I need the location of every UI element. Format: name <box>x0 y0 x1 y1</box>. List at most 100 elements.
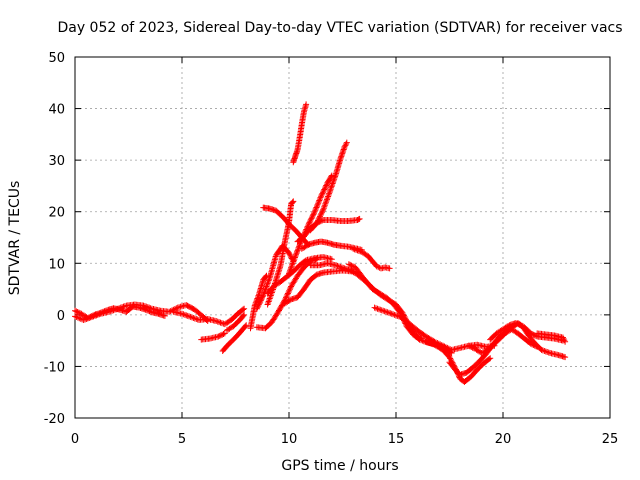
y-tick-label: 40 <box>48 103 65 118</box>
data-point <box>561 337 568 344</box>
data-point <box>275 308 282 315</box>
grid <box>75 57 610 418</box>
data-point <box>319 209 325 216</box>
data-point <box>284 291 291 298</box>
y-tick-label: -20 <box>44 412 65 427</box>
y-tick-label: -10 <box>44 360 65 375</box>
data-point <box>256 300 263 307</box>
data-point <box>86 315 93 321</box>
data-point <box>76 315 83 322</box>
data-point <box>348 262 355 269</box>
data-point <box>294 248 300 255</box>
data-point <box>386 265 393 272</box>
data-point <box>562 338 569 345</box>
data-point <box>257 299 264 305</box>
data-point <box>257 297 264 304</box>
data-point <box>343 141 350 147</box>
data-point <box>309 214 316 221</box>
series-track-fall-b <box>345 261 455 356</box>
data-point <box>315 217 322 224</box>
data-point <box>323 182 330 189</box>
plot-frame <box>74 56 611 419</box>
x-tick-label: 5 <box>178 432 186 447</box>
data-point <box>299 235 306 242</box>
data-point <box>283 294 289 301</box>
data-point <box>318 193 325 200</box>
data-point <box>322 185 328 192</box>
data-point <box>290 198 297 205</box>
data-point <box>446 354 453 361</box>
x-tick-label: 0 <box>71 432 79 447</box>
data-point <box>303 101 310 108</box>
data-point <box>283 293 290 300</box>
x-tick-label: 10 <box>281 432 298 447</box>
series-track-rise-b <box>247 272 270 332</box>
data-point <box>505 323 512 329</box>
data-point <box>310 211 317 218</box>
data-point <box>290 257 297 264</box>
data-point <box>305 220 312 227</box>
data-point <box>317 213 323 220</box>
data-point <box>286 250 292 256</box>
data-point <box>241 305 248 312</box>
data-point <box>297 240 304 247</box>
data-point <box>311 210 317 217</box>
data-point <box>375 264 382 271</box>
data-point <box>307 218 314 225</box>
data-point <box>350 245 357 252</box>
data-point <box>345 261 352 268</box>
data-point <box>320 187 327 194</box>
x-tick-label: 20 <box>495 432 512 447</box>
data-point <box>259 293 266 300</box>
data-point <box>559 334 566 341</box>
data-point <box>311 208 318 215</box>
data-point <box>72 307 78 314</box>
data-point <box>343 139 350 146</box>
data-point <box>419 337 426 344</box>
data-point <box>259 294 265 301</box>
data-point <box>240 312 247 319</box>
data-point <box>315 216 322 222</box>
data-point <box>347 261 354 268</box>
data-point <box>516 322 523 328</box>
data-point <box>258 296 265 303</box>
data-point <box>314 201 321 208</box>
data-point <box>286 269 293 276</box>
data-point <box>254 295 261 302</box>
data-point <box>315 200 322 207</box>
data-point <box>302 227 309 234</box>
data-point <box>371 304 378 311</box>
data-point <box>240 306 246 313</box>
data-point <box>219 331 226 338</box>
data-point <box>314 203 320 210</box>
data-point <box>289 199 296 206</box>
data-point <box>313 204 320 211</box>
x-tick-labels: 0 5 10 15 20 25 <box>71 432 618 447</box>
data-point <box>468 344 475 350</box>
data-point <box>323 181 330 188</box>
series-track-dip-c <box>223 311 248 334</box>
data-point <box>316 197 323 204</box>
data-point <box>284 290 291 297</box>
data-point <box>487 355 494 362</box>
data-point <box>146 304 153 311</box>
data-point <box>217 332 224 339</box>
data-point <box>381 308 388 315</box>
data-point <box>320 189 326 196</box>
data-point <box>319 208 326 214</box>
x-tick-label: 25 <box>602 432 619 447</box>
data-point <box>306 219 313 226</box>
data-point <box>512 320 519 327</box>
data-point <box>318 210 325 217</box>
data-point <box>253 305 260 312</box>
data-point <box>314 218 321 225</box>
data-point <box>321 186 328 193</box>
y-tick-label: 50 <box>48 51 65 66</box>
data-point <box>254 304 261 311</box>
series-track-dip-a <box>198 330 228 343</box>
data-point <box>445 345 452 352</box>
data-point <box>514 320 521 327</box>
data-point <box>72 313 78 320</box>
data-point <box>300 232 307 239</box>
